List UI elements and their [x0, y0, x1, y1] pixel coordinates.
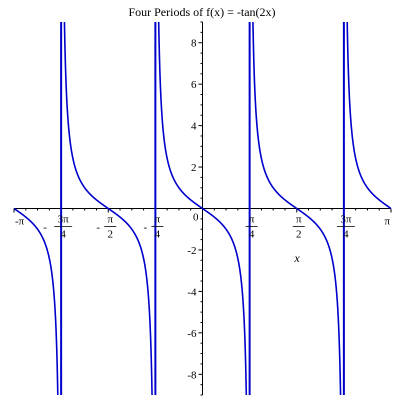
- x-tick-denominator: 4: [249, 229, 255, 241]
- y-tick-label: -8: [187, 369, 197, 381]
- x-tick-text: π: [384, 216, 390, 228]
- y-tick-label: 4: [191, 121, 197, 133]
- x-tick-label: -π 2: [96, 214, 117, 241]
- x-tick-denominator: 4: [343, 229, 349, 241]
- y-tick-label: -4: [187, 286, 197, 298]
- y-tick-label: -2: [187, 245, 196, 257]
- y-ticks: 8 6 4 2 -2 -4 -6 -8: [187, 38, 197, 382]
- x-tick-sign: -: [96, 222, 100, 234]
- x-tick-numerator: 3π: [58, 214, 70, 226]
- x-tick-label: π4: [245, 214, 258, 241]
- x-tick-sign: -: [144, 222, 148, 234]
- y-tick-label: 6: [191, 79, 197, 91]
- x-tick-label: π2: [292, 214, 305, 241]
- x-tick-numerator: π: [296, 214, 302, 226]
- x-tick-label: -π 4: [144, 214, 164, 241]
- x-tick-text: -π: [15, 216, 25, 228]
- y-tick-label: 2: [191, 162, 197, 174]
- x-tick-label: -3π 4: [43, 214, 73, 241]
- x-tick-numerator: π: [107, 214, 113, 226]
- x-tick-label: 3π4: [336, 214, 355, 241]
- x-tick-denominator: 2: [108, 229, 114, 241]
- x-tick-label: -π: [15, 216, 25, 228]
- x-tick-numerator: 3π: [340, 214, 352, 226]
- x-tick-label: π: [384, 216, 390, 228]
- curve: [14, 22, 391, 395]
- x-axis-label: x: [293, 251, 300, 265]
- x-tick-numerator: π: [155, 214, 161, 226]
- x-tick-denominator: 4: [155, 229, 161, 241]
- x-tick-denominator: 2: [296, 229, 302, 241]
- y-tick-label: 8: [191, 38, 197, 50]
- x-tick-text: 0: [193, 212, 199, 224]
- asymptotes: [60, 22, 345, 395]
- x-tick-sign: -: [43, 222, 47, 234]
- series-line: [14, 22, 391, 395]
- y-tick-label: -6: [187, 328, 197, 340]
- x-tick-numerator: π: [249, 214, 255, 226]
- chart-title: Four Periods of f(x) = -tan(2x): [128, 5, 275, 19]
- x-tick-denominator: 4: [60, 229, 66, 241]
- x-tick-label: 0: [193, 212, 199, 224]
